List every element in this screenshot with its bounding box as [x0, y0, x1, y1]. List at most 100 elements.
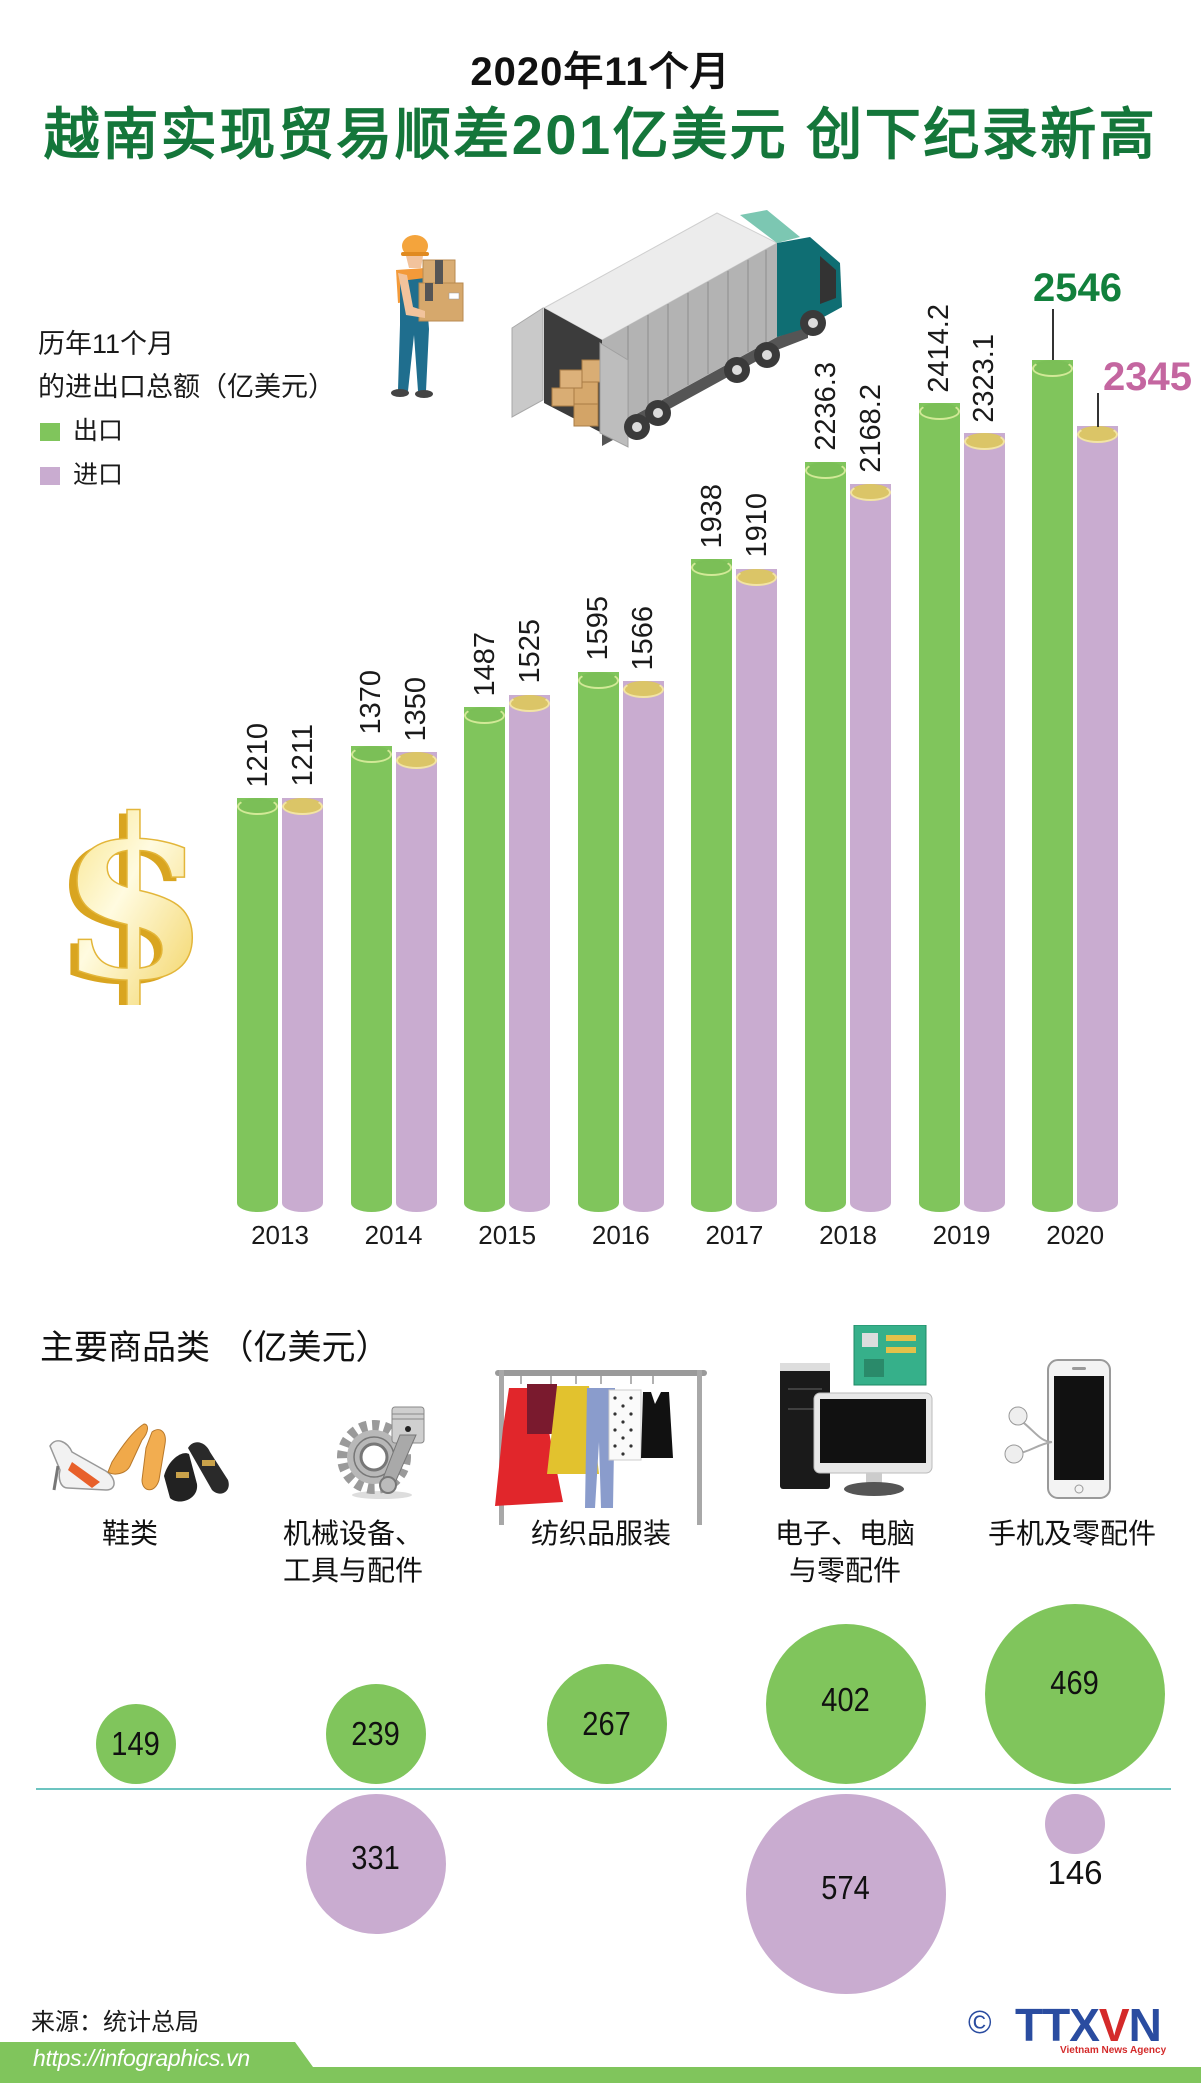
- export-bar-2016: [577, 671, 619, 1212]
- export-bar-2020: [1032, 360, 1074, 1212]
- machinery-gear-icon: [337, 1406, 425, 1499]
- bar-top-cap: [963, 433, 1005, 451]
- bar-top-cap: [350, 745, 392, 763]
- import-bubble-phones: [1045, 1794, 1105, 1854]
- import-bar-2015: [509, 694, 551, 1212]
- import-bar-2016: [622, 681, 664, 1212]
- import-bubble-electronics: 574: [746, 1794, 946, 1994]
- bubble-value: 149: [111, 1725, 161, 1762]
- highlight-export-value: 2546: [1033, 266, 1122, 310]
- import-bar-2014: [395, 752, 437, 1212]
- import-value-label-2019: 2323.1: [968, 333, 1001, 423]
- export-value-label-2013: 1210: [241, 722, 274, 788]
- logo-text-a: TTX: [1015, 1999, 1100, 2051]
- bar-top-cap: [691, 559, 733, 577]
- bar-top-cap: [509, 694, 551, 712]
- category-label-electronics-line1: 电子、电脑: [774, 1518, 915, 1549]
- bar-top-cap: [850, 483, 891, 501]
- bubble-value: 402: [821, 1681, 871, 1718]
- bar-top-cap: [464, 707, 506, 725]
- import-value-label-2014: 1350: [400, 676, 433, 742]
- year-label-2020: 2020: [1046, 1220, 1105, 1250]
- import-bar-2018: [850, 483, 891, 1212]
- bar-top-cap: [805, 461, 846, 479]
- import-value-label-2013: 1211: [286, 724, 319, 787]
- category-label-machinery-line1: 机械设备、: [283, 1518, 424, 1549]
- bar-top-cap: [918, 403, 960, 421]
- delivery-truck-icon: [511, 210, 842, 448]
- import-bubble-machinery: 331: [306, 1794, 446, 1934]
- logo-text-n: N: [1128, 1999, 1162, 2051]
- category-label-textiles: 纺织品服装: [530, 1518, 671, 1549]
- export-bubble-electronics: 402: [766, 1624, 926, 1784]
- import-value-label-2016: 1566: [627, 605, 660, 671]
- worker-carrying-boxes-icon: [391, 235, 464, 398]
- export-bar-2013: [237, 798, 278, 1212]
- footer-url-link[interactable]: https://infographics.vn: [33, 2045, 250, 2071]
- export-value-label-2015: 1487: [468, 631, 501, 697]
- bubble-value: 239: [351, 1715, 401, 1752]
- import-value-label-2018: 2168.2: [854, 384, 887, 473]
- bar-top-cap: [1032, 360, 1074, 378]
- page-title: 越南实现贸易顺差201亿美元 创下纪录新高: [43, 103, 1158, 166]
- bar-top-cap: [237, 798, 278, 816]
- bubble-value: 267: [582, 1705, 632, 1742]
- export-value-label-2017: 1938: [695, 483, 728, 549]
- import-bar-2017: [736, 568, 778, 1212]
- year-label-2014: 2014: [364, 1220, 423, 1250]
- year-label-2017: 2017: [705, 1220, 764, 1250]
- category-label-phones: 手机及零配件: [987, 1518, 1156, 1549]
- svg-text:$: $: [60, 795, 203, 1005]
- gold-dollar-sign-icon: $ $: [60, 795, 205, 1005]
- ttxvn-logo: TTXVN: [1015, 1999, 1162, 2051]
- svg-text:$: $: [60, 795, 205, 1005]
- export-bar-2019: [918, 403, 960, 1212]
- export-bar-2017: [691, 559, 733, 1212]
- bar-chart: 1210 1211 2013 1370 1350 2014 1487 1525 2015 1595…: [237, 303, 1119, 1250]
- year-label-2019: 2019: [932, 1220, 991, 1250]
- import-value-label-2015: 1525: [513, 619, 546, 684]
- legend-export-label: 出口: [73, 417, 124, 445]
- export-bubble-textiles: 267: [547, 1664, 667, 1784]
- export-bar-2014: [350, 745, 392, 1212]
- products-section-title: 主要商品类 （亿美元）: [40, 1329, 390, 1367]
- export-bubble-shoes: 149: [96, 1704, 176, 1784]
- shoes-icon: [49, 1423, 229, 1502]
- import-bar-2013: [282, 797, 323, 1212]
- import-bar-2020: [1077, 426, 1119, 1212]
- footer-bar: [0, 2042, 1201, 2083]
- bubble-value: 574: [821, 1869, 871, 1906]
- category-label-machinery-line2: 工具与配件: [283, 1555, 424, 1586]
- bubble-value: 331: [351, 1839, 401, 1876]
- export-value-label-2016: 1595: [582, 596, 615, 661]
- export-bar-2015: [464, 707, 506, 1212]
- export-bubble-phones: 469: [985, 1604, 1165, 1784]
- logo-tagline: Vietnam News Agency: [1060, 2045, 1167, 2056]
- bar-top-cap: [395, 752, 437, 770]
- bubble-value: 469: [1050, 1664, 1100, 1701]
- bar-top-cap: [282, 797, 323, 815]
- import-bar-2019: [963, 433, 1005, 1212]
- year-label-2013: 2013: [251, 1220, 309, 1250]
- export-import-divider: [36, 1788, 1171, 1790]
- year-label-2016: 2016: [591, 1220, 650, 1250]
- import-value-label-2017: 1910: [740, 493, 773, 558]
- category-label-electronics-line2: 与零配件: [788, 1555, 901, 1586]
- legend-import-swatch: [40, 467, 60, 485]
- year-label-2015: 2015: [478, 1220, 537, 1250]
- subtitle: 2020年11个月: [470, 50, 731, 94]
- source-note: 来源：统计总局: [31, 2008, 199, 2036]
- logo-text-v: V: [1098, 1999, 1130, 2051]
- category-label-shoes: 鞋类: [101, 1518, 158, 1549]
- bar-top-cap: [622, 681, 664, 699]
- highlight-import-value: 2345: [1103, 355, 1192, 399]
- export-value-label-2019: 2414.2: [923, 303, 956, 393]
- legend-import-label: 进口: [73, 461, 124, 489]
- bar-top-cap: [1077, 426, 1119, 443]
- export-bubble-machinery: 239: [326, 1684, 426, 1784]
- clothes-rack-icon: [495, 1370, 707, 1525]
- export-value-label-2014: 1370: [355, 670, 388, 735]
- bar-top-cap: [577, 671, 619, 689]
- legend-export-swatch: [40, 423, 60, 441]
- year-label-2018: 2018: [819, 1220, 877, 1250]
